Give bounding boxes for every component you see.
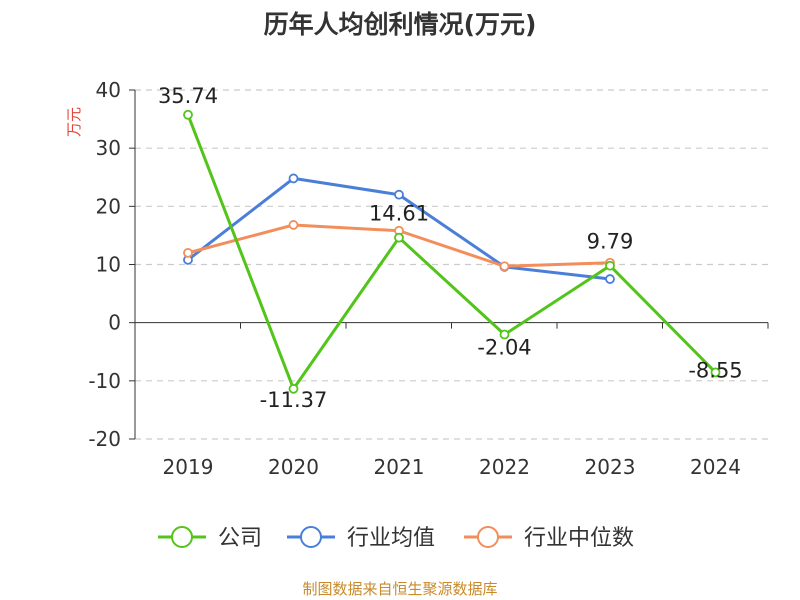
chart-title: 历年人均创利情况(万元)	[264, 10, 537, 39]
data-point	[605, 274, 615, 284]
x-tick-label: 2023	[585, 455, 636, 479]
tick-labels: 40 30 20 10 0 -10 -20 2019 2020 2021 2022 2023 2024	[88, 78, 741, 479]
data-label: -2.04	[477, 336, 531, 360]
series-line	[186, 114, 717, 391]
y-tick-label: 30	[96, 136, 121, 160]
data-label: -11.37	[260, 388, 328, 412]
data-point	[605, 260, 615, 271]
data-label: 9.79	[587, 230, 634, 254]
y-tick-label: -20	[88, 427, 121, 451]
grid-lines	[135, 89, 768, 440]
x-tick-label: 2021	[374, 455, 425, 479]
legend-label: 行业中位数	[524, 526, 634, 551]
data-point	[499, 329, 510, 340]
legend-swatch-marker	[477, 526, 499, 548]
y-tick-label: 20	[96, 194, 121, 218]
y-tick-label: 0	[108, 311, 121, 335]
data-point	[394, 232, 404, 243]
data-point	[183, 109, 193, 120]
y-tick-label: 40	[96, 78, 121, 102]
legend-swatch-marker	[300, 526, 322, 548]
data-labels: 35.74 -11.37 14.61 -2.04 9.79 -8.55	[158, 84, 743, 412]
y-axis-label: 万元	[65, 107, 83, 137]
data-point	[288, 220, 299, 230]
data-point	[183, 247, 193, 258]
y-tick-label: 10	[96, 253, 121, 277]
data-point	[288, 173, 299, 184]
source-note: 制图数据来自恒生聚源数据库	[302, 580, 497, 598]
data-point	[710, 367, 721, 378]
data-label: -8.55	[688, 358, 742, 382]
data-point	[288, 383, 299, 394]
x-tick-label: 2024	[690, 455, 741, 479]
axes	[129, 89, 769, 440]
legend: 公司 行业均值 行业中位数	[158, 526, 634, 551]
x-tick-label: 2022	[479, 455, 530, 479]
data-label: 14.61	[369, 202, 429, 226]
data-point	[499, 261, 510, 272]
legend-swatch-marker	[171, 526, 193, 548]
x-tick-label: 2019	[163, 455, 214, 479]
series-lines	[186, 114, 717, 391]
legend-label: 行业均值	[347, 526, 435, 551]
legend-label: 公司	[218, 526, 262, 551]
data-point	[394, 189, 404, 200]
series-points	[183, 109, 721, 394]
data-label: 35.74	[158, 84, 218, 108]
x-tick-label: 2020	[268, 455, 319, 479]
y-tick-label: -10	[88, 369, 121, 393]
